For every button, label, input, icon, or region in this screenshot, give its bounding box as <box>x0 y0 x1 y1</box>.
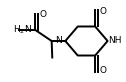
Text: N: N <box>55 36 62 46</box>
Text: O: O <box>100 7 106 16</box>
Text: O: O <box>100 66 106 75</box>
Text: O: O <box>39 10 46 19</box>
Text: $\mathsf{H_2N}$: $\mathsf{H_2N}$ <box>12 24 32 36</box>
Text: NH: NH <box>108 36 122 46</box>
